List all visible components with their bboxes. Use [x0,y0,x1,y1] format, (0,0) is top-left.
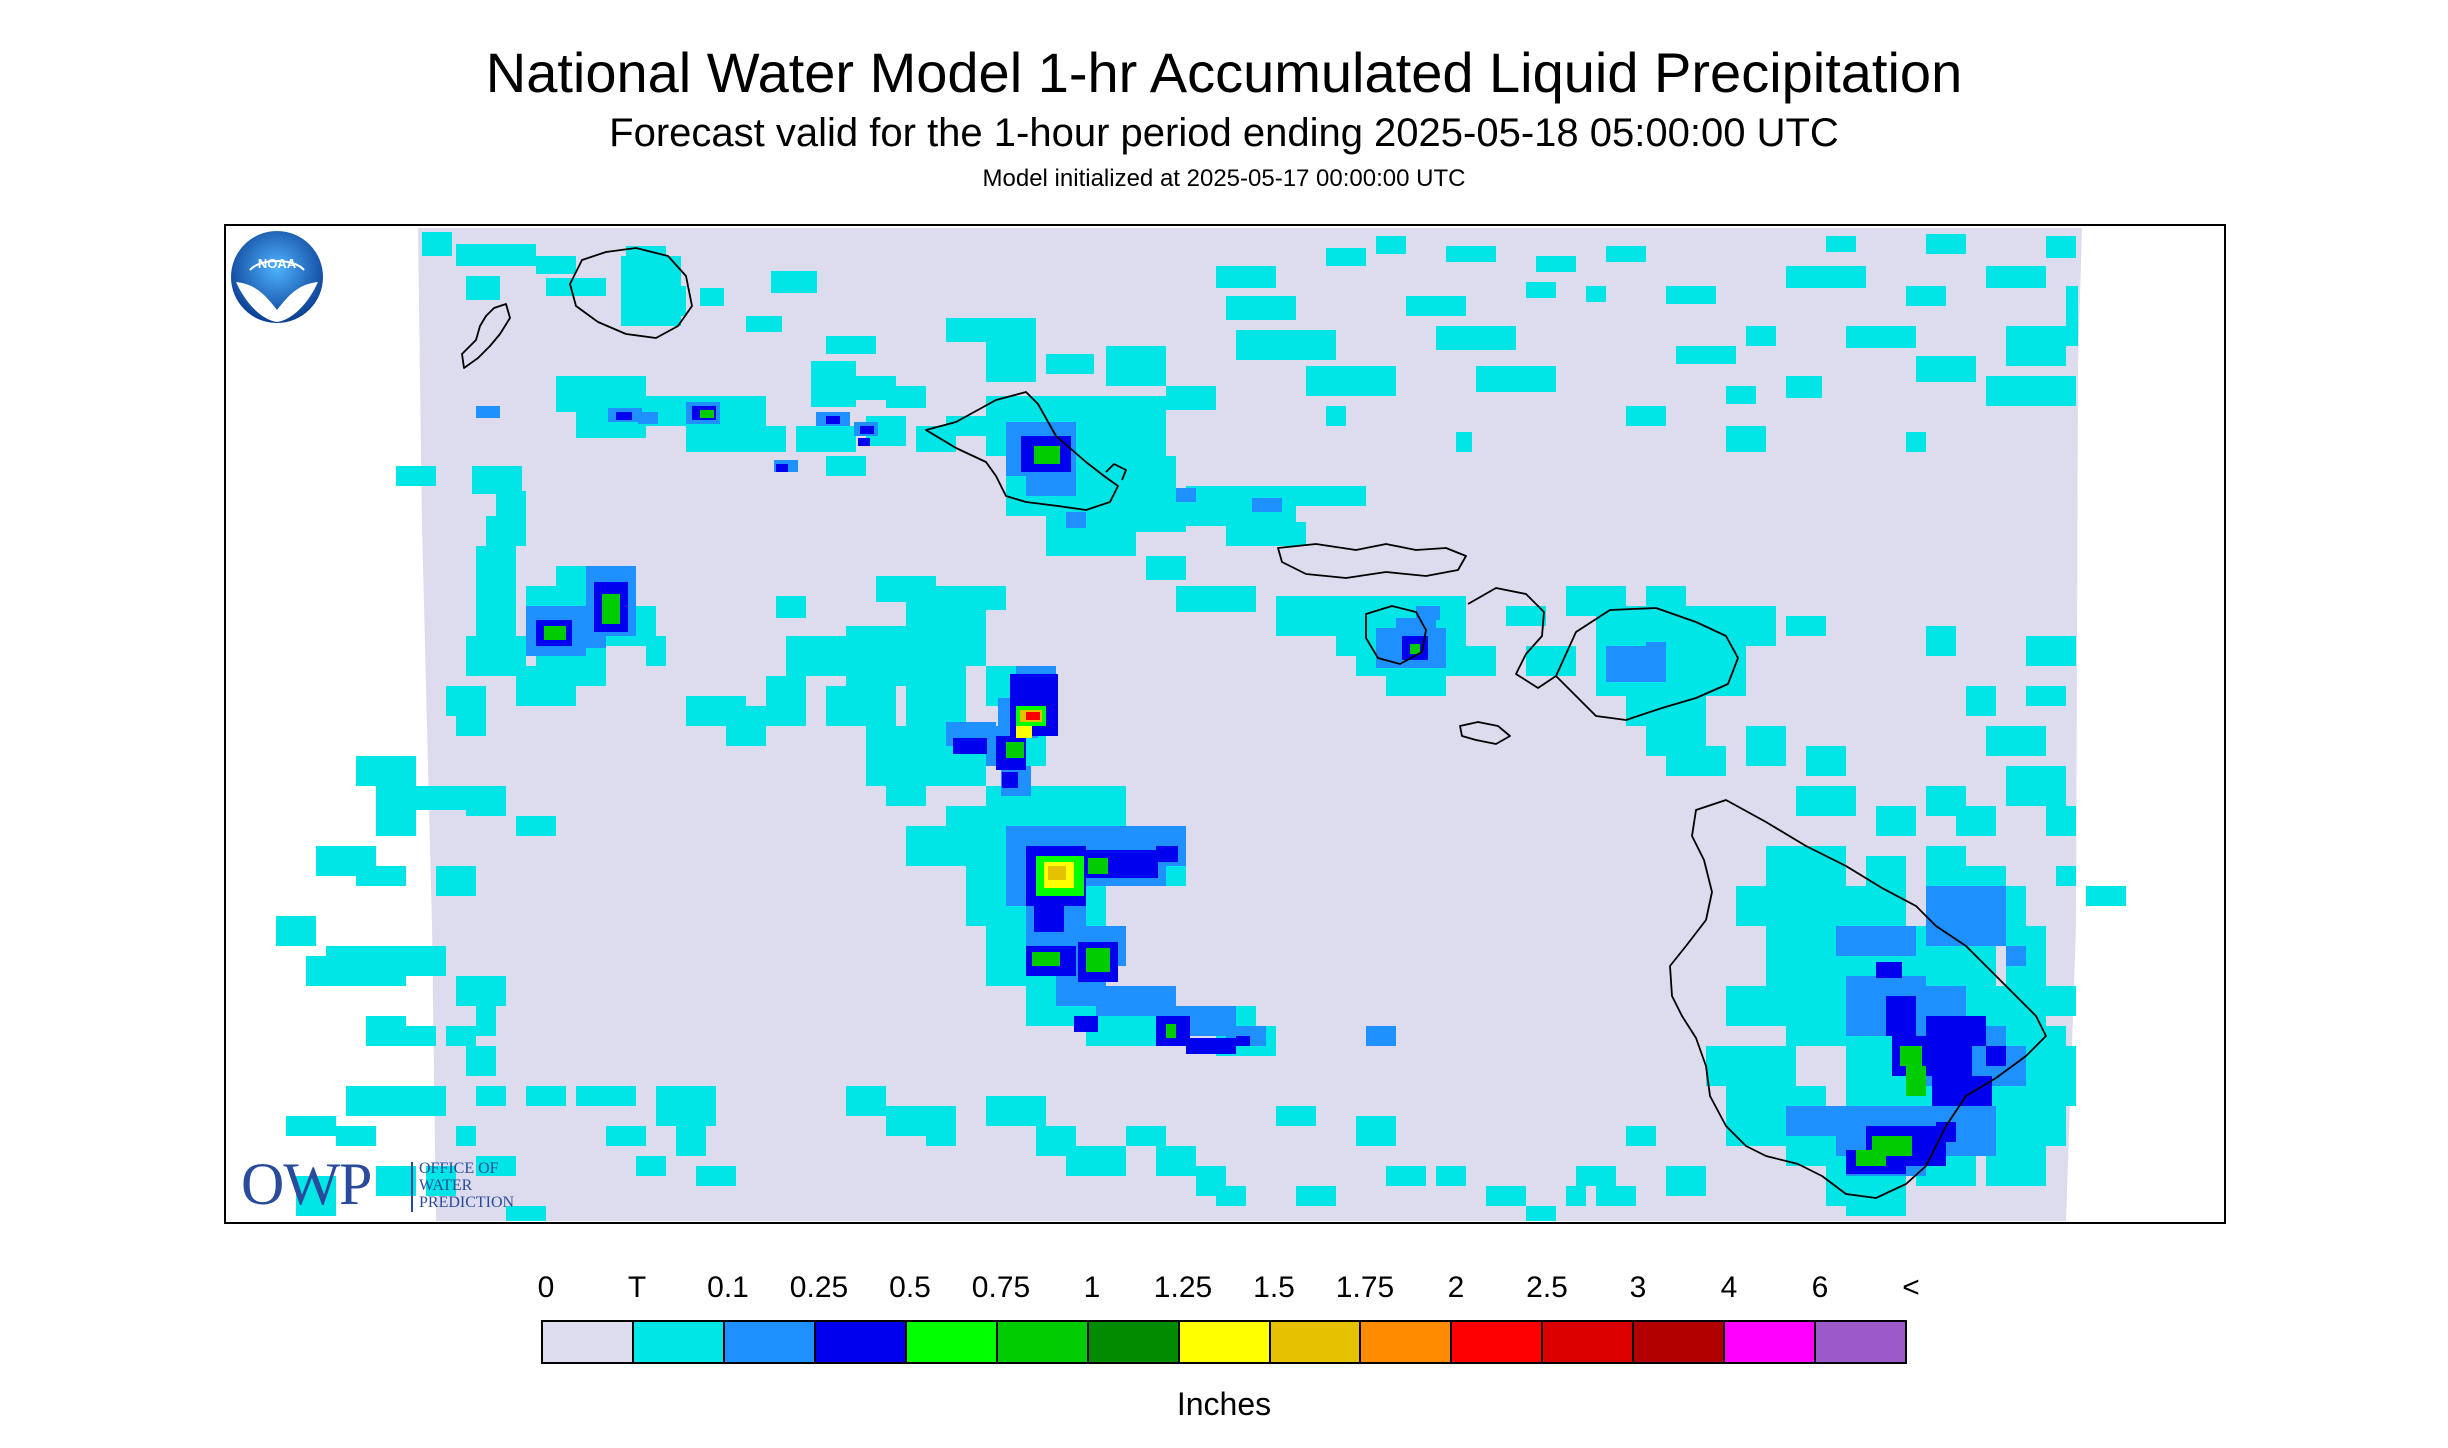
map-canvas [276,228,2126,1221]
owp-logo-mark: OWP [241,1151,372,1217]
legend-label: 6 [1811,1271,1829,1304]
owp-logo-line-3: PREDICTION [419,1194,515,1211]
model-init-time: Model initialized at 2025-05-17 00:00:00… [982,165,1466,192]
legend-swatch [1634,1322,1726,1362]
legend-swatch [1088,1322,1180,1362]
coastline-maui-east [1555,607,1739,721]
legend-swatch [1179,1322,1271,1362]
legend-label: T [627,1271,647,1304]
legend-label: 0.1 [707,1271,749,1304]
owp-logo-line-1: OFFICE OF [419,1160,499,1177]
legend-label: 1.5 [1253,1271,1295,1304]
legend-label: 1.25 [1153,1271,1213,1304]
owp-logo-line-2: WATER [419,1177,473,1194]
legend-swatch [1816,1322,1906,1362]
legend-swatch [997,1322,1089,1362]
legend-label: 0.25 [789,1271,849,1304]
precipitation-map: OWP OFFICE OF WATER PREDICTION NOAA [224,224,2226,1224]
legend-swatch [815,1322,907,1362]
coastline-oahu-bay [1105,463,1127,481]
map-title: National Water Model 1-hr Accumulated Li… [485,41,1963,104]
legend-label: 0.5 [889,1271,931,1304]
legend-label: 2 [1447,1271,1465,1304]
coastline-big-island [1669,799,2047,1199]
coastline-oahu [925,391,1119,511]
legend-label: 1 [1083,1271,1101,1304]
legend-units: Inches [1176,1386,1272,1422]
legend-label: < [1902,1271,1920,1304]
legend-label: 4 [1720,1271,1738,1304]
coastlines [461,247,2047,1199]
legend-swatch [633,1322,725,1362]
map-subtitle: Forecast valid for the 1-hour period end… [609,111,1839,155]
coastline-lanai [1365,605,1427,665]
legend-swatch [1543,1322,1635,1362]
legend-swatch [724,1322,816,1362]
legend-label: 1.75 [1335,1271,1395,1304]
legend-label: 3 [1629,1271,1647,1304]
legend-labels: 0 T 0.1 0.25 0.5 0.75 1 1.25 1.5 1.75 2 … [0,1268,2448,1308]
legend-swatch [906,1322,998,1362]
coastline-niihau [461,303,511,369]
legend-colorbar [541,1320,1907,1364]
coastline-molokai [1277,543,1467,579]
precip-blue-cells [536,406,2006,1174]
model-domain [418,228,2082,1221]
coastline-kahoolawe [1459,721,1511,745]
legend-swatch [543,1322,634,1362]
coastline-maui-west [1467,587,1557,689]
legend-swatch [1452,1322,1544,1362]
coastline-kauai [569,247,693,339]
owp-logo: OWP OFFICE OF WATER PREDICTION [241,1151,551,1217]
legend-swatch [1725,1322,1817,1362]
legend-label: 0 [537,1271,555,1304]
owp-logo-divider [411,1162,413,1212]
noaa-logo-text: NOAA [258,256,297,271]
precip-heavy-cells [1016,710,1074,888]
legend-swatch [1361,1322,1453,1362]
owp-logo-text: OFFICE OF WATER PREDICTION [419,1160,559,1211]
legend-label: 2.5 [1526,1271,1568,1304]
legend-swatch [1270,1322,1362,1362]
legend-label: 0.75 [971,1271,1031,1304]
noaa-logo: NOAA [228,228,326,326]
